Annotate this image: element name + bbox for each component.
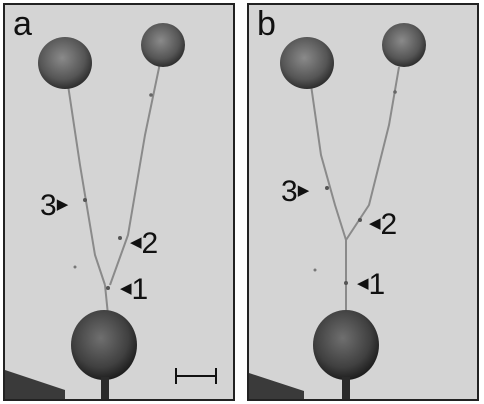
bead-2: [118, 236, 122, 240]
bead-2: [358, 218, 362, 222]
drop-bottom: [313, 310, 379, 380]
marker-id: 3: [281, 175, 298, 208]
marker-2: ◀2: [369, 210, 397, 240]
panel-a: a 3▶ ◀2 ◀1: [3, 3, 235, 401]
marker-1: ◀1: [357, 270, 385, 300]
thread-left: [67, 84, 106, 286]
arrow-right-icon: ▶: [56, 196, 69, 213]
arrow-right-icon: ▶: [297, 182, 310, 199]
marker-id: 2: [141, 227, 159, 260]
scale-bar: [175, 368, 217, 384]
bead: [73, 265, 77, 269]
panel-label: a: [13, 5, 32, 43]
marker-id: 1: [368, 268, 386, 301]
arrow-left-icon: ◀: [120, 280, 132, 297]
needle: [342, 377, 350, 399]
bead: [393, 90, 397, 94]
bead-1: [106, 286, 110, 290]
panel-label: b: [257, 5, 276, 43]
needle: [101, 377, 109, 399]
thread-stem: [104, 284, 109, 316]
marker-id: 3: [40, 189, 57, 222]
marker-3: 3▶: [281, 177, 309, 207]
panel-b: b 3▶ ◀2 ◀1: [247, 3, 479, 401]
drop-top-left: [280, 37, 334, 89]
drop-top-right: [382, 23, 426, 67]
bead: [149, 93, 153, 97]
substrate-edge: [249, 373, 304, 399]
panel-b-micrograph: [249, 23, 426, 399]
bead: [313, 268, 317, 272]
marker-id: 1: [131, 273, 149, 306]
bead-1: [344, 281, 348, 285]
arrow-left-icon: ◀: [130, 234, 142, 251]
bead-3: [83, 198, 87, 202]
thread-right: [345, 66, 400, 241]
marker-3: 3▶: [40, 191, 68, 221]
substrate-edge: [5, 370, 65, 399]
thread-right: [109, 62, 161, 286]
arrow-left-icon: ◀: [357, 275, 369, 292]
marker-id: 2: [380, 208, 398, 241]
thread-left: [310, 84, 347, 241]
drop-top-left: [38, 37, 92, 89]
marker-2: ◀2: [130, 229, 158, 259]
arrow-left-icon: ◀: [369, 215, 381, 232]
drop-bottom: [71, 310, 137, 380]
bead-3: [325, 186, 329, 190]
drop-top-right: [141, 23, 185, 67]
panel-a-micrograph: [5, 23, 217, 399]
marker-1: ◀1: [120, 275, 148, 305]
